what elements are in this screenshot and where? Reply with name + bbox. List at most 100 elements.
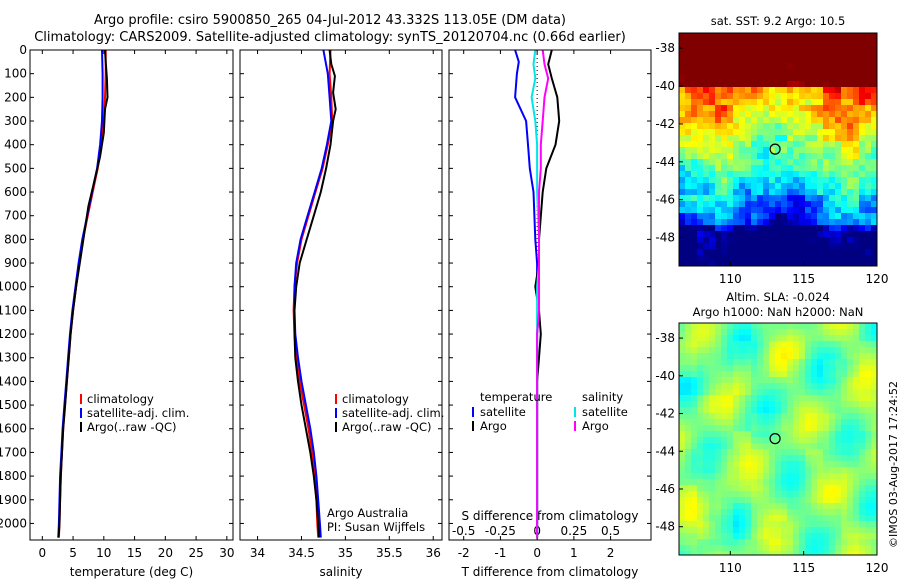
field-cell — [823, 503, 830, 510]
field-cell — [691, 413, 698, 420]
field-cell — [685, 105, 692, 112]
field-cell — [733, 51, 740, 58]
field-cell — [817, 485, 824, 492]
field-cell — [817, 249, 824, 256]
field-cell — [781, 99, 788, 106]
field-cell — [859, 479, 866, 486]
field-cell — [793, 479, 800, 486]
x-tick-label: 120 — [866, 561, 889, 575]
field-cell — [715, 201, 722, 208]
y-tick-label: 100 — [4, 67, 27, 81]
field-cell — [733, 99, 740, 106]
field-cell — [775, 129, 782, 136]
field-cell — [781, 521, 788, 528]
field-cell — [709, 479, 716, 486]
field-cell — [751, 329, 758, 336]
field-cell — [733, 141, 740, 148]
field-cell — [829, 255, 836, 262]
field-cell — [679, 383, 686, 390]
field-cell — [745, 87, 752, 94]
field-cell — [721, 473, 728, 480]
field-cell — [811, 479, 818, 486]
field-cell — [865, 171, 872, 178]
field-cell — [703, 389, 710, 396]
field-cell — [835, 63, 842, 70]
field-cell — [679, 509, 686, 516]
field-cell — [871, 365, 878, 372]
field-cell — [781, 365, 788, 372]
field-cell — [781, 461, 788, 468]
field-cell — [679, 401, 686, 408]
field-cell — [691, 75, 698, 82]
field-cell — [811, 407, 818, 414]
field-cell — [775, 395, 782, 402]
field-cell — [829, 533, 836, 540]
field-cell — [715, 353, 722, 360]
field-cell — [793, 515, 800, 522]
field-cell — [805, 171, 812, 178]
field-cell — [829, 231, 836, 238]
field-cell — [727, 57, 734, 64]
field-cell — [793, 413, 800, 420]
field-cell — [781, 491, 788, 498]
field-cell — [685, 335, 692, 342]
x-tick-label: 0 — [533, 546, 541, 560]
field-cell — [847, 111, 854, 118]
field-cell — [781, 135, 788, 142]
field-cell — [715, 105, 722, 112]
field-cell — [829, 39, 836, 46]
x-tick-label: 1 — [570, 546, 578, 560]
field-cell — [727, 353, 734, 360]
field-cell — [775, 195, 782, 202]
field-cell — [715, 237, 722, 244]
field-cell — [709, 347, 716, 354]
field-cell — [679, 377, 686, 384]
field-cell — [757, 105, 764, 112]
field-cell — [871, 141, 878, 148]
field-cell — [727, 323, 734, 330]
field-cell — [793, 521, 800, 528]
field-cell — [781, 443, 788, 450]
field-cell — [769, 419, 776, 426]
field-cell — [721, 105, 728, 112]
field-cell — [841, 479, 848, 486]
field-cell — [799, 545, 806, 552]
field-cell — [865, 69, 872, 76]
field-cell — [787, 153, 794, 160]
field-cell — [811, 99, 818, 106]
field-cell — [847, 389, 854, 396]
field-cell — [817, 503, 824, 510]
field-cell — [853, 413, 860, 420]
field-cell — [679, 395, 686, 402]
field-cell — [739, 413, 746, 420]
field-cell — [793, 353, 800, 360]
field-cell — [865, 521, 872, 528]
field-cell — [847, 413, 854, 420]
field-cell — [823, 413, 830, 420]
field-cell — [805, 473, 812, 480]
field-cell — [817, 347, 824, 354]
s-axis-label: S difference from climatology — [462, 509, 639, 523]
field-cell — [691, 177, 698, 184]
field-cell — [685, 539, 692, 546]
field-cell — [871, 407, 878, 414]
field-cell — [859, 165, 866, 172]
field-cell — [841, 419, 848, 426]
field-cell — [739, 45, 746, 52]
field-cell — [703, 111, 710, 118]
field-cell — [691, 195, 698, 202]
field-cell — [817, 425, 824, 432]
field-cell — [763, 365, 770, 372]
field-cell — [685, 171, 692, 178]
field-cell — [685, 389, 692, 396]
field-cell — [727, 467, 734, 474]
field-cell — [763, 359, 770, 366]
field-cell — [691, 365, 698, 372]
field-cell — [865, 153, 872, 160]
field-cell — [697, 213, 704, 220]
field-cell — [805, 147, 812, 154]
field-cell — [799, 195, 806, 202]
field-cell — [763, 69, 770, 76]
field-cell — [847, 425, 854, 432]
field-cell — [745, 539, 752, 546]
